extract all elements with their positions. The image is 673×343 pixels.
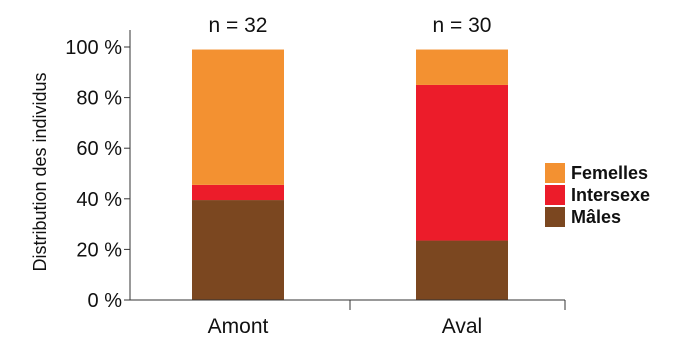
y-tick-label: 80 % [76,88,122,110]
x-tick-label-amont: Amont [208,315,269,338]
legend-swatch-males [545,207,565,227]
bar-amont-males [192,200,284,300]
legend-label-intersexe: Intersexe [571,185,650,205]
bar-amont-femelles [192,49,284,185]
bar-amont-intersexe [192,184,284,201]
legend-swatch-femelles [545,163,565,183]
y-tick-label: 20 % [76,239,122,261]
y-axis-label: Distribution des individus [30,72,50,271]
legend-swatch-intersexe [545,185,565,205]
y-tick-label: 0 % [88,290,123,312]
bar-aval-femelles [416,49,508,85]
labels-group: 0 % 20 % 40 % 60 % 80 % 100 % Amont n = 32 Aval n… [65,14,491,338]
bar-aval-intersexe [416,84,508,241]
x-tick-label-aval: Aval [442,315,482,338]
bar-aval-males [416,240,508,300]
y-tick-label: 40 % [76,189,122,211]
legend-label-males: Mâles [571,207,621,227]
legend-label-femelles: Femelles [571,163,648,183]
y-tick-label: 100 % [65,37,122,59]
y-tick-label: 60 % [76,138,122,160]
bars-group [192,49,508,300]
sample-size-label-aval: n = 30 [433,14,492,37]
sample-size-label-amont: n = 32 [209,14,268,37]
axes-group [124,30,566,310]
